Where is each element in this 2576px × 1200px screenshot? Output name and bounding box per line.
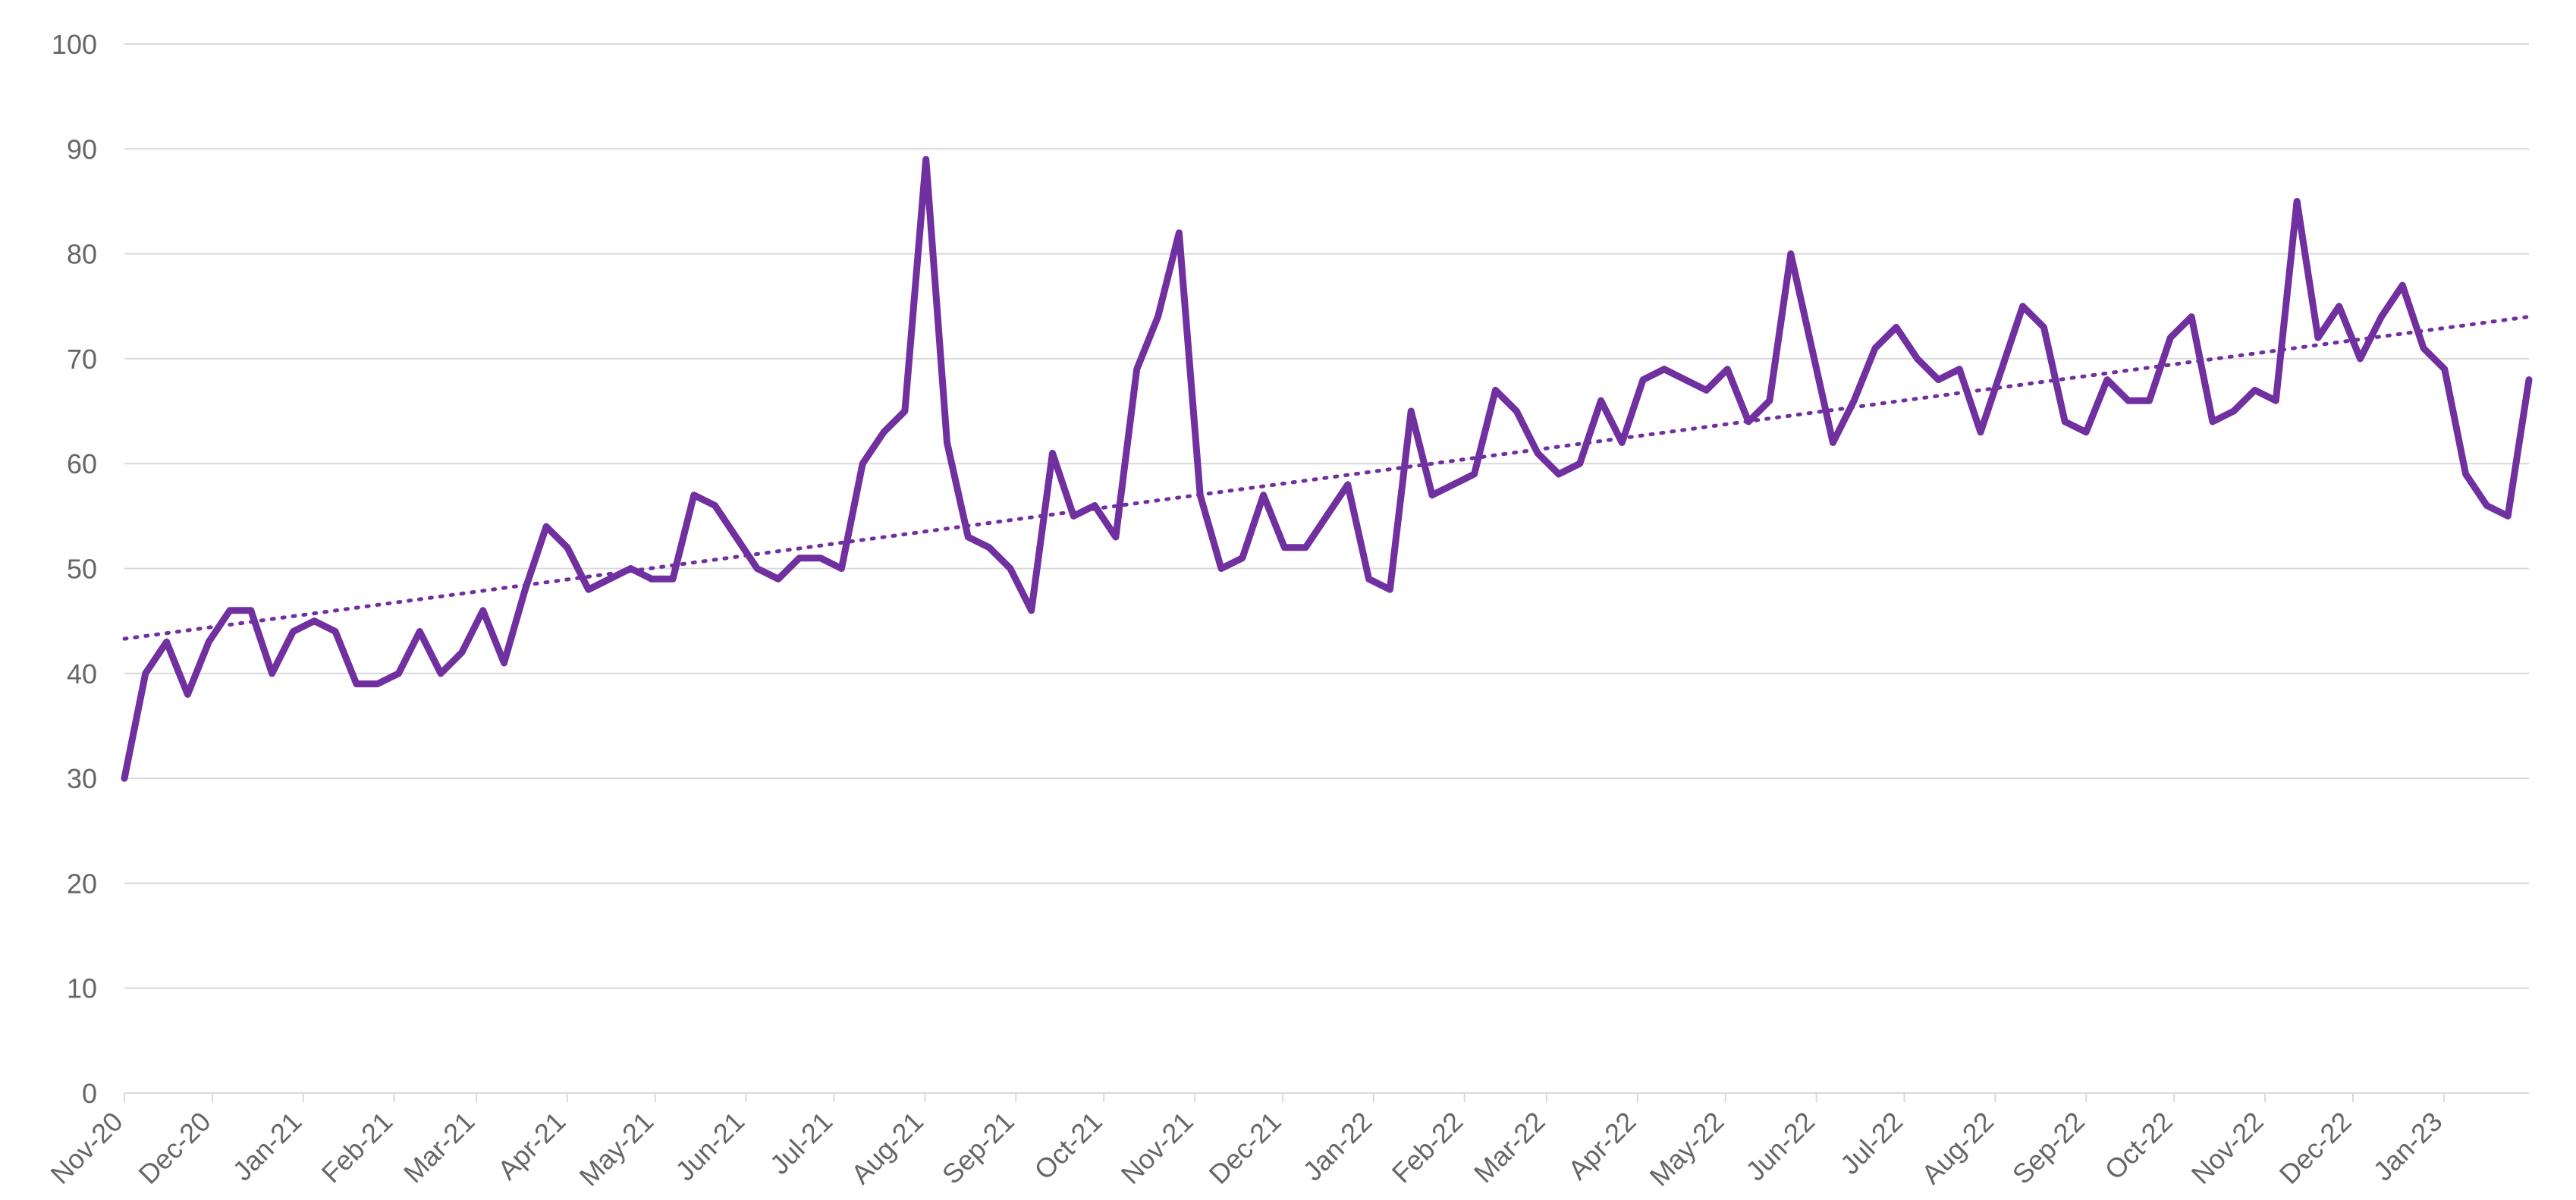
- x-tick-label: Mar-21: [397, 1106, 481, 1189]
- x-tick-label: Sep-21: [936, 1106, 1020, 1190]
- x-tick-label: Aug-21: [845, 1106, 929, 1190]
- x-tick-label: Nov-21: [1115, 1106, 1199, 1190]
- x-tick-label: Feb-22: [1386, 1106, 1469, 1189]
- x-tick-label: Apr-21: [492, 1106, 571, 1186]
- y-tick-label: 10: [67, 973, 97, 1004]
- x-tick-label: Jan-23: [2367, 1106, 2449, 1187]
- x-tick-label: Sep-22: [2006, 1106, 2091, 1190]
- series-layer: [121, 155, 2533, 782]
- x-tick-label: Dec-22: [2273, 1106, 2358, 1190]
- x-tick-label: Nov-20: [45, 1106, 129, 1190]
- y-tick-label: 0: [82, 1078, 97, 1109]
- x-tick-label: Jan-21: [227, 1106, 308, 1187]
- y-tick-label: 80: [67, 239, 97, 270]
- y-tick-label: 100: [52, 29, 97, 60]
- x-tick-label: Mar-22: [1468, 1106, 1551, 1189]
- x-tick-label: Oct-21: [1028, 1106, 1107, 1186]
- x-tick-label: Jun-21: [669, 1106, 750, 1187]
- y-tick-label: 20: [67, 868, 97, 899]
- trend-line: [122, 315, 2531, 641]
- x-tick-label: Dec-21: [1203, 1106, 1287, 1190]
- x-tick-label: Nov-22: [2185, 1106, 2270, 1190]
- y-tick-label: 30: [67, 763, 97, 794]
- y-tick-label: 50: [67, 554, 97, 585]
- x-tick-label: Aug-22: [1915, 1106, 2000, 1190]
- x-tick-label: Jul-21: [764, 1106, 838, 1180]
- gridlines: [124, 43, 2529, 1094]
- x-tick-label: May-21: [573, 1106, 659, 1192]
- y-tick-label: 40: [67, 658, 97, 690]
- x-tick-label: Jan-22: [1297, 1106, 1378, 1187]
- x-tick-label: Oct-22: [2098, 1106, 2178, 1186]
- y-tick-label: 60: [67, 448, 97, 479]
- x-tick-label: May-22: [1644, 1106, 1730, 1192]
- x-tick-label: Feb-21: [316, 1106, 399, 1189]
- x-tick-label: Jun-22: [1739, 1106, 1820, 1187]
- series-line-weekly: [121, 155, 2533, 782]
- x-tick-label: Apr-22: [1562, 1106, 1641, 1186]
- y-axis-ticks: 0 10 20 30 40 50 60 70 80 90 100: [52, 29, 97, 1109]
- x-tick-label: Dec-20: [133, 1106, 217, 1190]
- y-tick-label: 70: [67, 344, 97, 375]
- x-tick-label: Jul-22: [1834, 1106, 1908, 1180]
- y-tick-label: 90: [67, 134, 97, 165]
